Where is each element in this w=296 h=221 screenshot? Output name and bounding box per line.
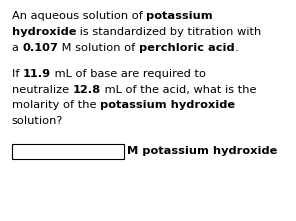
Text: perchloric acid: perchloric acid xyxy=(139,43,235,53)
Text: mL of the acid, what is the: mL of the acid, what is the xyxy=(101,84,256,95)
Text: hydroxide: hydroxide xyxy=(12,27,76,37)
Text: If: If xyxy=(12,69,23,78)
Text: M potassium hydroxide: M potassium hydroxide xyxy=(127,146,278,156)
Text: 12.8: 12.8 xyxy=(73,84,101,95)
Text: 0.107: 0.107 xyxy=(22,43,58,53)
Text: 11.9: 11.9 xyxy=(23,69,51,78)
Text: a: a xyxy=(12,43,22,53)
Text: solution?: solution? xyxy=(12,116,63,126)
Text: is standardized by titration with: is standardized by titration with xyxy=(76,27,262,37)
Text: molarity of the: molarity of the xyxy=(12,101,100,110)
Text: An aqueous solution of: An aqueous solution of xyxy=(12,11,146,21)
Text: M solution of: M solution of xyxy=(58,43,139,53)
Text: mL of base are required to: mL of base are required to xyxy=(51,69,206,78)
Text: potassium hydroxide: potassium hydroxide xyxy=(100,101,235,110)
Text: neutralize: neutralize xyxy=(12,84,73,95)
Text: .: . xyxy=(235,43,238,53)
Text: potassium: potassium xyxy=(146,11,213,21)
